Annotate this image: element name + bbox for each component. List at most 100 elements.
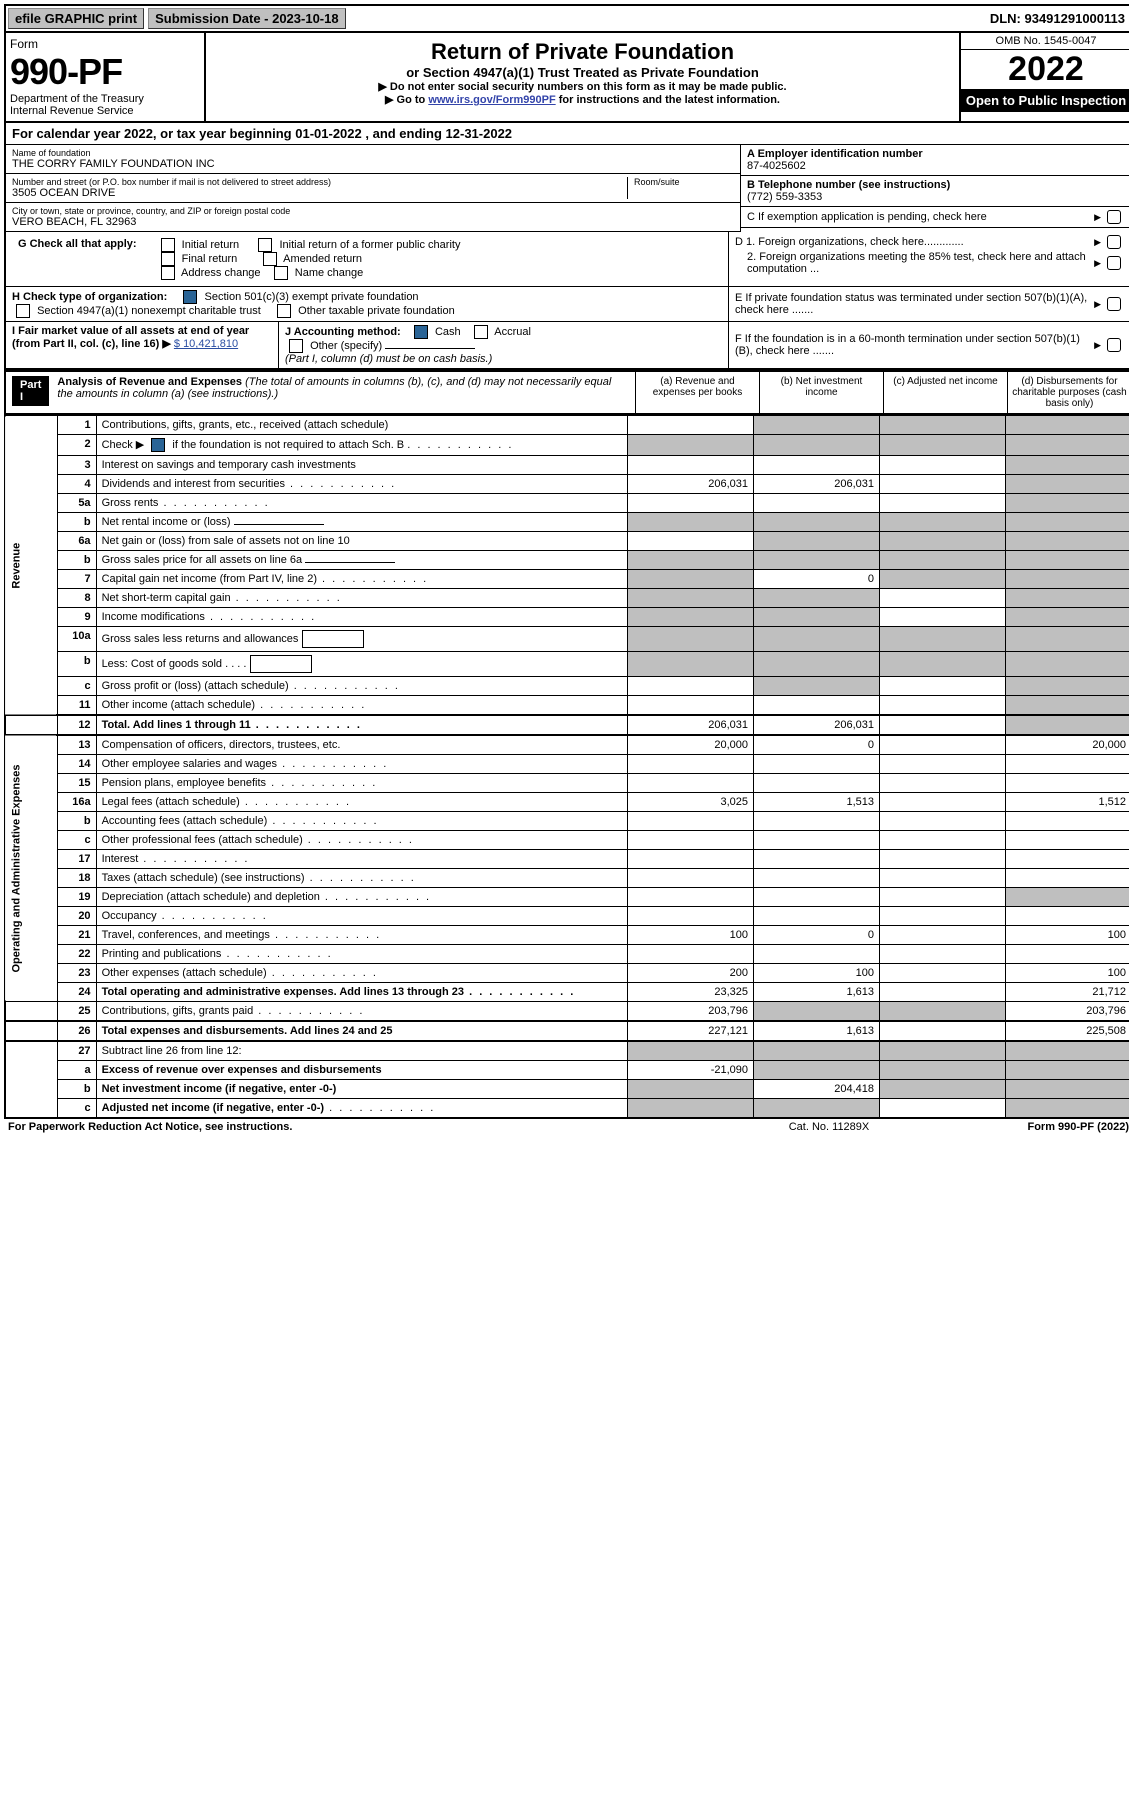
line-num: 15	[57, 774, 96, 793]
l27a-a: -21,090	[628, 1061, 754, 1080]
d1-checkbox[interactable]	[1107, 235, 1121, 249]
h-4947-label: Section 4947(a)(1) nonexempt charitable …	[37, 305, 261, 317]
line-desc: Excess of revenue over expenses and disb…	[96, 1061, 627, 1080]
line-desc: Gross sales price for all assets on line…	[96, 551, 627, 570]
line-num: 13	[57, 735, 96, 755]
e-label: E If private foundation status was termi…	[735, 292, 1094, 316]
h-4947-checkbox[interactable]	[16, 304, 30, 318]
form990pf-link[interactable]: www.irs.gov/Form990PF	[428, 94, 555, 106]
l1-d	[1006, 416, 1129, 435]
irs-label: Internal Revenue Service	[10, 105, 200, 117]
name-of-foundation-label: Name of foundation	[12, 148, 734, 158]
line-num: 9	[57, 608, 96, 627]
g-final-checkbox[interactable]	[161, 252, 175, 266]
line-desc: Contributions, gifts, grants, etc., rece…	[96, 416, 627, 435]
d2-checkbox[interactable]	[1107, 256, 1121, 270]
line-desc: Other employee salaries and wages	[96, 755, 627, 774]
line-desc: Gross sales less returns and allowances	[96, 627, 627, 652]
open-to-public-badge: Open to Public Inspection	[961, 89, 1129, 112]
line-num: c	[57, 831, 96, 850]
e-checkbox[interactable]	[1107, 297, 1121, 311]
i-fmv-value[interactable]: $ 10,421,810	[174, 338, 238, 350]
j-accrual-label: Accrual	[494, 326, 531, 338]
g-amended-checkbox[interactable]	[263, 252, 277, 266]
line-num: c	[57, 1099, 96, 1119]
l2-post: if the foundation is not required to att…	[172, 439, 404, 451]
line-num: 6a	[57, 532, 96, 551]
line-num: 19	[57, 888, 96, 907]
line-desc: Travel, conferences, and meetings	[96, 926, 627, 945]
part1-badge: Part I	[12, 376, 49, 406]
line-num: 3	[57, 456, 96, 475]
line-num: 2	[57, 435, 96, 456]
c-checkbox[interactable]	[1107, 210, 1121, 224]
expenses-side-label: Operating and Administrative Expenses	[5, 735, 57, 1002]
g-name-checkbox[interactable]	[274, 266, 288, 280]
l23-a: 200	[628, 964, 754, 983]
instruction-ssn: ▶ Do not enter social security numbers o…	[212, 80, 953, 93]
part1-header-row: Part I Analysis of Revenue and Expenses …	[4, 370, 1129, 415]
l13-b: 0	[754, 735, 880, 755]
line-num: 21	[57, 926, 96, 945]
line-num: 7	[57, 570, 96, 589]
g-address-checkbox[interactable]	[161, 266, 175, 280]
submission-date-badge: Submission Date - 2023-10-18	[148, 8, 346, 29]
l26-d: 225,508	[1006, 1021, 1129, 1041]
line-desc: Interest on savings and temporary cash i…	[96, 456, 627, 475]
h-501c3-checkbox[interactable]	[183, 290, 197, 304]
line-desc: Net short-term capital gain	[96, 589, 627, 608]
address-value: 3505 OCEAN DRIVE	[12, 187, 621, 199]
l23-d: 100	[1006, 964, 1129, 983]
form-word: Form	[10, 37, 200, 51]
f-checkbox[interactable]	[1107, 338, 1121, 352]
line-desc: Pension plans, employee benefits	[96, 774, 627, 793]
l23-b: 100	[754, 964, 880, 983]
form-header: Form 990-PF Department of the Treasury I…	[4, 33, 1129, 123]
line-desc: Net gain or (loss) from sale of assets n…	[96, 532, 627, 551]
line-num: 23	[57, 964, 96, 983]
l21-a: 100	[628, 926, 754, 945]
line-desc: Net rental income or (loss)	[96, 513, 627, 532]
line-desc: Other expenses (attach schedule)	[96, 964, 627, 983]
g-initial-checkbox[interactable]	[161, 238, 175, 252]
line-desc: Gross profit or (loss) (attach schedule)	[96, 677, 627, 696]
dept-treasury: Department of the Treasury	[10, 93, 200, 105]
l25-d: 203,796	[1006, 1002, 1129, 1022]
goto-post: for instructions and the latest informat…	[556, 94, 780, 106]
line-num: b	[57, 652, 96, 677]
line-desc: Income modifications	[96, 608, 627, 627]
l21-d: 100	[1006, 926, 1129, 945]
line-desc: Compensation of officers, directors, tru…	[96, 735, 627, 755]
l16a-a: 3,025	[628, 793, 754, 812]
l4-a: 206,031	[628, 475, 754, 494]
part1-table: Revenue 1 Contributions, gifts, grants, …	[4, 415, 1129, 1119]
l2-checkbox[interactable]	[151, 438, 165, 452]
l4-b: 206,031	[754, 475, 880, 494]
arrow-icon	[1094, 236, 1103, 248]
phone-value: (772) 559-3353	[747, 191, 1125, 203]
g-initial-former-checkbox[interactable]	[258, 238, 272, 252]
line-desc: Check ▶ if the foundation is not require…	[96, 435, 627, 456]
city-value: VERO BEACH, FL 32963	[12, 216, 734, 228]
l24-d: 21,712	[1006, 983, 1129, 1002]
j-cash-checkbox[interactable]	[414, 325, 428, 339]
l3-b	[754, 456, 880, 475]
l2-pre: Check ▶	[102, 439, 148, 451]
j-other-checkbox[interactable]	[289, 339, 303, 353]
calendar-year-row: For calendar year 2022, or tax year begi…	[4, 123, 1129, 145]
efile-print-button[interactable]: efile GRAPHIC print	[8, 8, 144, 29]
line-desc: Less: Cost of goods sold . . . .	[96, 652, 627, 677]
dln-label: DLN: 93491291000113	[984, 9, 1129, 28]
revenue-side-label: Revenue	[5, 416, 57, 716]
line-num: 12	[57, 715, 96, 735]
cat-no: Cat. No. 11289X	[729, 1121, 929, 1133]
j-note: (Part I, column (d) must be on cash basi…	[285, 353, 492, 365]
l12-b: 206,031	[754, 715, 880, 735]
j-accrual-checkbox[interactable]	[474, 325, 488, 339]
col-a-header: (a) Revenue and expenses per books	[636, 372, 760, 413]
h-other-checkbox[interactable]	[277, 304, 291, 318]
line-desc: Total operating and administrative expen…	[96, 983, 627, 1002]
line-num: 24	[57, 983, 96, 1002]
l26-a: 227,121	[628, 1021, 754, 1041]
arrow-icon	[1094, 339, 1103, 351]
